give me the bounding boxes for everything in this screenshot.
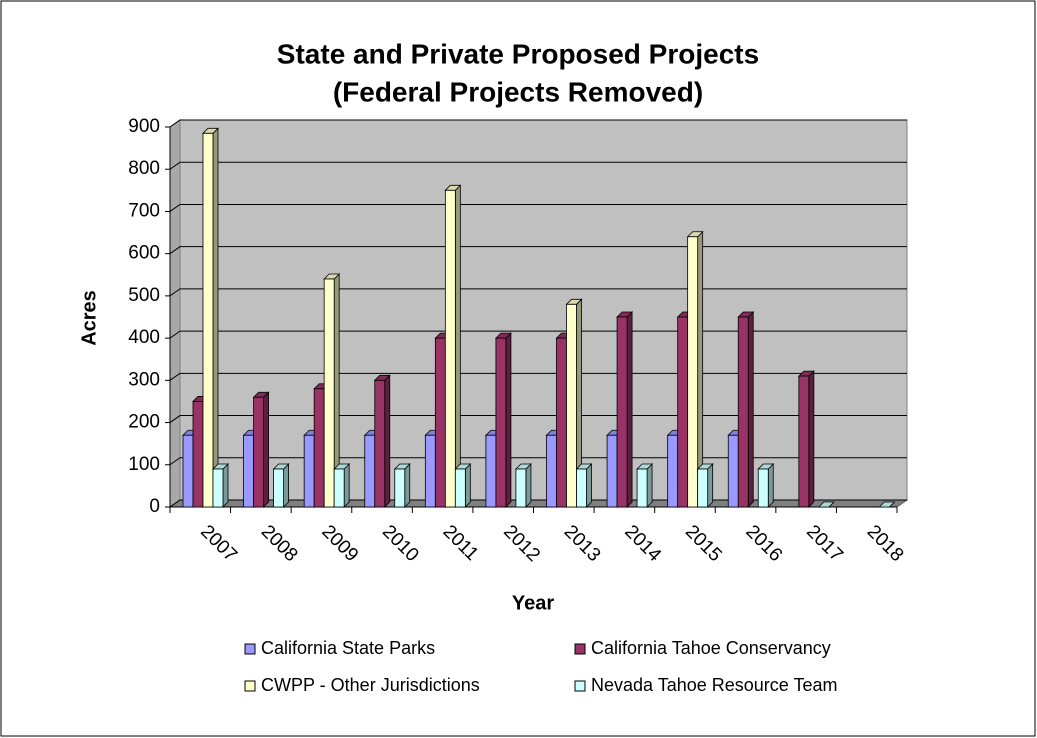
bar <box>606 434 618 508</box>
bar-top <box>878 501 896 508</box>
bar <box>636 468 648 508</box>
bar <box>697 468 709 508</box>
bar-side <box>212 127 219 508</box>
bar <box>424 434 436 508</box>
grid-line <box>169 119 907 128</box>
y-tick-label: 900 <box>128 116 160 137</box>
bar-side <box>626 311 633 508</box>
bar <box>253 396 264 508</box>
bar-side <box>747 311 754 508</box>
back-wall <box>179 119 908 501</box>
bar <box>546 434 557 508</box>
bar <box>757 468 769 508</box>
bar <box>192 401 204 508</box>
bar <box>727 434 739 508</box>
bar-side <box>454 184 461 508</box>
bar <box>576 468 587 508</box>
bar <box>798 375 810 508</box>
y-tick-label: 300 <box>128 369 160 390</box>
y-tick-label: 700 <box>128 200 160 221</box>
y-tick-label: 100 <box>128 454 160 475</box>
bar <box>243 434 254 508</box>
bar-side <box>283 463 289 508</box>
grid-line <box>169 288 907 297</box>
bar <box>687 236 699 508</box>
grid-line <box>169 161 907 170</box>
y-tick-label: 500 <box>128 285 160 306</box>
bar <box>485 434 497 508</box>
bar <box>737 316 749 508</box>
bar-side <box>707 463 714 508</box>
bar-side <box>464 463 471 508</box>
bar <box>444 189 456 508</box>
bar-side <box>384 374 391 508</box>
bar <box>374 379 386 508</box>
y-tick-label: 200 <box>128 412 160 433</box>
legend-swatch <box>244 643 256 655</box>
grid-line <box>169 372 907 381</box>
bar-side <box>505 332 512 508</box>
bar-side <box>222 463 229 508</box>
bar-top <box>817 501 835 508</box>
bar <box>515 468 527 508</box>
legend-label: California Tahoe Conservancy <box>591 638 831 658</box>
bar <box>667 434 679 508</box>
bar-side <box>767 463 774 508</box>
grid-line <box>169 499 907 508</box>
bar <box>323 278 335 508</box>
bar <box>313 388 325 508</box>
grid-line <box>169 415 907 423</box>
bar <box>566 303 577 508</box>
bar <box>333 468 345 508</box>
bar <box>364 434 376 508</box>
grid-line <box>169 330 907 339</box>
grid-line <box>169 203 907 212</box>
bar-side <box>343 463 350 508</box>
y-axis-label: Acres <box>78 290 100 346</box>
chart-subtitle: (Federal Projects Removed) <box>333 76 703 107</box>
bar <box>616 316 628 508</box>
legend-label: CWPP - Other Jurisdictions <box>261 675 480 695</box>
legend-label: California State Parks <box>261 638 435 658</box>
bar <box>556 337 567 508</box>
legend-swatch <box>574 680 586 692</box>
legend-swatch <box>244 680 256 692</box>
bar <box>454 468 466 508</box>
y-tick-label: 0 <box>149 496 160 517</box>
bar <box>394 468 406 508</box>
bar <box>495 337 507 508</box>
y-tick-label: 800 <box>128 158 160 179</box>
y-tick-label: 600 <box>128 243 160 264</box>
bar <box>677 316 689 508</box>
grid-line <box>169 457 907 466</box>
chart-title: State and Private Proposed Projects <box>277 38 759 69</box>
legend-swatch <box>574 643 586 655</box>
bar-side <box>808 370 815 508</box>
bar <box>202 132 214 508</box>
grid-line <box>169 246 907 255</box>
bar <box>434 337 446 508</box>
bar-side <box>263 391 269 508</box>
side-wall <box>169 119 181 508</box>
bar <box>273 468 284 508</box>
bar-side <box>586 463 592 508</box>
legend-label: Nevada Tahoe Resource Team <box>591 675 838 695</box>
bar <box>303 434 315 508</box>
y-tick-label: 400 <box>128 327 160 348</box>
x-axis-label: Year <box>512 592 554 614</box>
bar-side <box>525 463 532 508</box>
bar-side <box>404 463 411 508</box>
bar <box>182 434 194 508</box>
bar <box>212 468 224 508</box>
bar-side <box>646 463 653 508</box>
